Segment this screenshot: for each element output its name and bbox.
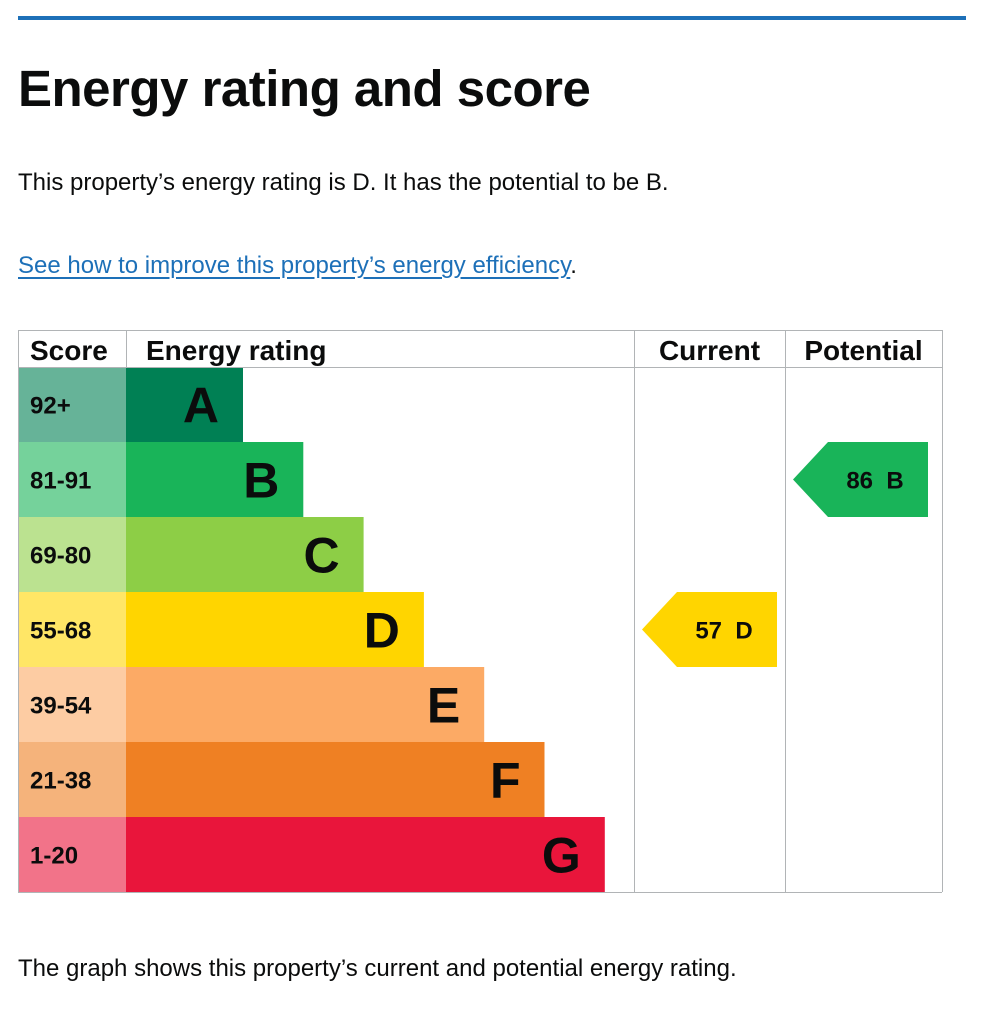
score-cell-e — [18, 667, 126, 742]
score-cell-a — [18, 367, 126, 442]
rating-bar-c — [126, 517, 364, 592]
score-range-g: 1-20 — [30, 843, 78, 870]
score-cell-c — [18, 517, 126, 592]
rating-letter-c: C — [303, 528, 339, 584]
potential-rating-arrow — [793, 442, 928, 517]
potential-rating-label: 86 B — [846, 468, 903, 495]
rating-bar-a — [126, 367, 243, 442]
score-range-d: 55-68 — [30, 618, 91, 645]
rating-bar-g — [126, 817, 605, 892]
current-rating-arrow — [642, 592, 777, 667]
score-range-b: 81-91 — [30, 468, 91, 495]
rating-letter-a: A — [183, 378, 219, 434]
score-range-f: 21-38 — [30, 768, 91, 795]
header-energy-rating: Energy rating — [146, 335, 326, 366]
rating-bar-d — [126, 592, 424, 667]
rating-letter-f: F — [490, 753, 521, 809]
improve-link-paragraph: See how to improve this property’s energ… — [18, 247, 577, 285]
rating-letter-e: E — [427, 678, 460, 734]
rating-letter-g: G — [542, 828, 581, 884]
page-title: Energy rating and score — [18, 60, 591, 117]
top-rule — [18, 16, 966, 20]
current-rating-label: 57 D — [695, 618, 752, 645]
header-score: Score — [30, 335, 108, 366]
score-cell-g — [18, 817, 126, 892]
rating-bar-f — [126, 742, 545, 817]
improve-efficiency-link[interactable]: See how to improve this property’s energ… — [18, 252, 571, 279]
header-potential: Potential — [804, 335, 922, 366]
score-range-e: 39-54 — [30, 693, 92, 720]
chart-footnote: The graph shows this property’s current … — [18, 955, 737, 982]
score-cell-d — [18, 592, 126, 667]
rating-letter-d: D — [364, 603, 400, 659]
rating-letter-b: B — [243, 453, 279, 509]
rating-summary: This property’s energy rating is D. It h… — [18, 169, 669, 196]
score-cell-f — [18, 742, 126, 817]
score-cell-b — [18, 442, 126, 517]
score-range-a: 92+ — [30, 393, 71, 420]
rating-bar-e — [126, 667, 485, 742]
link-suffix: . — [570, 252, 577, 279]
rating-bar-b — [126, 442, 304, 517]
header-current: Current — [659, 335, 760, 366]
score-range-c: 69-80 — [30, 543, 91, 570]
